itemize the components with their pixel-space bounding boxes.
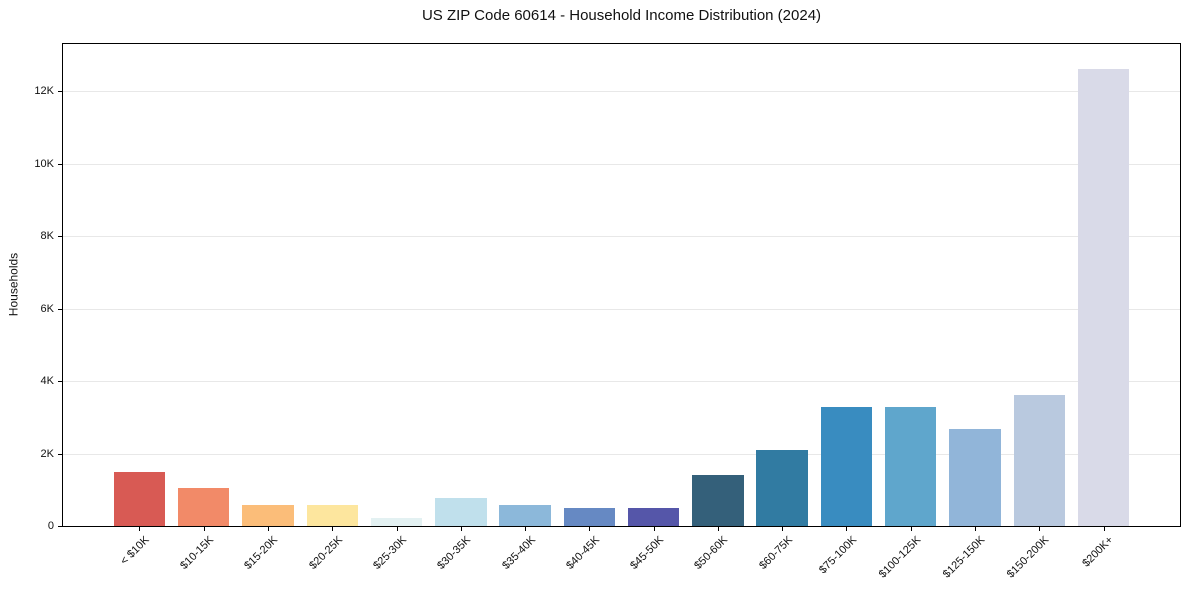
y-tick-label-4K: 4K <box>40 375 54 388</box>
bar-$60-75K <box>756 449 808 526</box>
y-tick-label-12K: 12K <box>34 85 54 98</box>
x-tick-label-$40-45K: $40-45K <box>563 534 602 572</box>
x-tick-label-< $10K: < $10K <box>118 534 152 568</box>
bar-$35-40K <box>499 505 551 526</box>
x-tick-label-$100-125K: $100-125K <box>876 534 924 581</box>
bar-< $10K <box>113 471 166 526</box>
bar-$30-35K <box>435 498 487 526</box>
x-tick-mark-$40-45K <box>589 527 591 531</box>
bar-$20-25K <box>306 504 358 526</box>
x-tick-label-$50-60K: $50-60K <box>692 534 731 572</box>
x-tick-mark-< $10K <box>139 527 141 531</box>
x-tick-mark-$10-15K <box>203 527 205 531</box>
x-tick-mark-$100-125K <box>910 527 912 531</box>
y-tick-mark-8K <box>58 236 62 238</box>
y-tick-label-2K: 2K <box>40 447 54 460</box>
bar-$50-60K <box>692 474 744 526</box>
bar-$25-30K <box>370 517 423 526</box>
x-tick-label-$150-200K: $150-200K <box>1005 534 1052 581</box>
y-tick-mark-6K <box>58 308 62 310</box>
gridline-y-6K <box>63 308 1180 310</box>
x-tick-mark-$75-100K <box>846 527 848 531</box>
x-tick-mark-$25-30K <box>396 527 398 531</box>
x-tick-label-$25-30K: $25-30K <box>371 534 410 572</box>
x-tick-mark-$150-200K <box>1039 527 1041 531</box>
x-tick-label-$125-150K: $125-150K <box>940 534 988 581</box>
x-tick-mark-$200K+ <box>1103 527 1105 531</box>
bar-$75-100K <box>820 406 873 526</box>
gridline-y-2K <box>63 453 1180 455</box>
x-tick-mark-$60-75K <box>782 527 784 531</box>
y-tick-label-10K: 10K <box>34 157 54 170</box>
x-tick-mark-$30-35K <box>460 527 462 531</box>
bar-$150-200K <box>1013 394 1065 526</box>
bar-$125-150K <box>949 429 1001 526</box>
x-tick-mark-$20-25K <box>332 527 334 531</box>
x-tick-label-$60-75K: $60-75K <box>756 534 795 572</box>
plot-area <box>62 43 1181 527</box>
y-tick-mark-10K <box>58 163 62 165</box>
gridline-y-8K <box>63 236 1180 238</box>
x-tick-mark-$45-50K <box>653 527 655 531</box>
gridline-y-12K <box>63 91 1180 93</box>
x-tick-label-$15-20K: $15-20K <box>242 534 281 572</box>
x-tick-mark-$15-20K <box>268 527 270 531</box>
y-tick-mark-2K <box>58 453 62 455</box>
bar-$100-125K <box>885 407 937 526</box>
gridline-y-4K <box>63 381 1180 383</box>
bar-$200K+ <box>1077 69 1130 526</box>
y-tick-label-6K: 6K <box>40 302 54 315</box>
x-tick-label-$10-15K: $10-15K <box>178 534 217 572</box>
x-tick-label-$20-25K: $20-25K <box>306 534 345 572</box>
x-tick-mark-$125-150K <box>974 527 976 531</box>
x-tick-label-$200K+: $200K+ <box>1080 534 1117 570</box>
y-tick-mark-12K <box>58 91 62 93</box>
y-tick-label-8K: 8K <box>40 230 54 243</box>
x-tick-mark-$35-40K <box>525 527 527 531</box>
x-tick-label-$45-50K: $45-50K <box>628 534 667 572</box>
bar-$45-50K <box>627 508 680 526</box>
x-tick-mark-$50-60K <box>717 527 719 531</box>
bar-$40-45K <box>563 507 616 526</box>
x-tick-label-$30-35K: $30-35K <box>435 534 474 572</box>
x-tick-label-$75-100K: $75-100K <box>816 534 859 577</box>
gridline-y-10K <box>63 163 1180 165</box>
bar-$15-20K <box>242 504 294 526</box>
y-tick-mark-0 <box>58 526 62 527</box>
x-tick-label-$35-40K: $35-40K <box>499 534 538 572</box>
bar-$10-15K <box>178 487 230 526</box>
y-tick-label-0: 0 <box>47 520 54 532</box>
chart-title: US ZIP Code 60614 - Household Income Dis… <box>421 7 822 24</box>
y-tick-mark-4K <box>58 381 62 383</box>
